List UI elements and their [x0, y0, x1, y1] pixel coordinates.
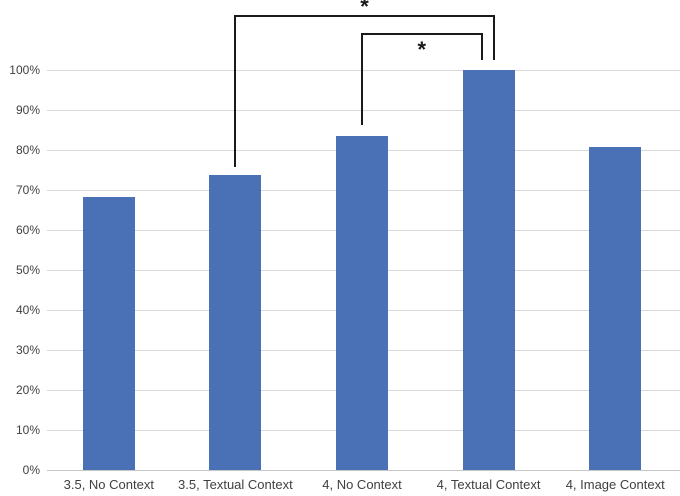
significance-asterisk: *	[417, 37, 427, 62]
y-tick-label: 20%	[15, 383, 40, 397]
y-tick-label: 40%	[15, 303, 40, 317]
x-axis-line	[47, 469, 680, 471]
category-label: 4, Image Context	[565, 477, 665, 492]
bracket-top-line	[361, 33, 483, 35]
y-tick-label: 100%	[9, 63, 40, 77]
gridline	[47, 109, 680, 111]
bar-3.5-textual-context	[209, 174, 262, 470]
bracket-left-line	[361, 33, 363, 125]
bar-3.5-no-context	[82, 196, 135, 470]
y-tick-label: 70%	[15, 183, 40, 197]
category-label: 3.5, Textual Context	[178, 477, 293, 492]
y-tick-label: 30%	[15, 343, 40, 357]
gridline	[47, 69, 680, 71]
y-tick-label: 0%	[22, 463, 40, 477]
bar-4-image-context	[589, 146, 642, 470]
bracket-left-line	[234, 15, 237, 167]
category-label: 3.5, No Context	[63, 477, 154, 492]
y-tick-label: 60%	[15, 223, 40, 237]
y-tick-label: 80%	[15, 143, 40, 157]
category-label: 4, No Context	[322, 477, 402, 492]
y-tick-label: 10%	[15, 423, 40, 437]
bracket-top-line	[234, 15, 495, 17]
bar-4-no-context	[336, 136, 388, 470]
y-tick-label: 50%	[15, 263, 40, 277]
category-label: 4, Textual Context	[436, 477, 541, 492]
bracket-right-line	[480, 33, 483, 60]
bar-4-textual-context	[462, 70, 515, 470]
bracket-right-line	[492, 15, 495, 60]
y-tick-label: 90%	[15, 103, 40, 117]
significance-asterisk: *	[360, 0, 369, 19]
